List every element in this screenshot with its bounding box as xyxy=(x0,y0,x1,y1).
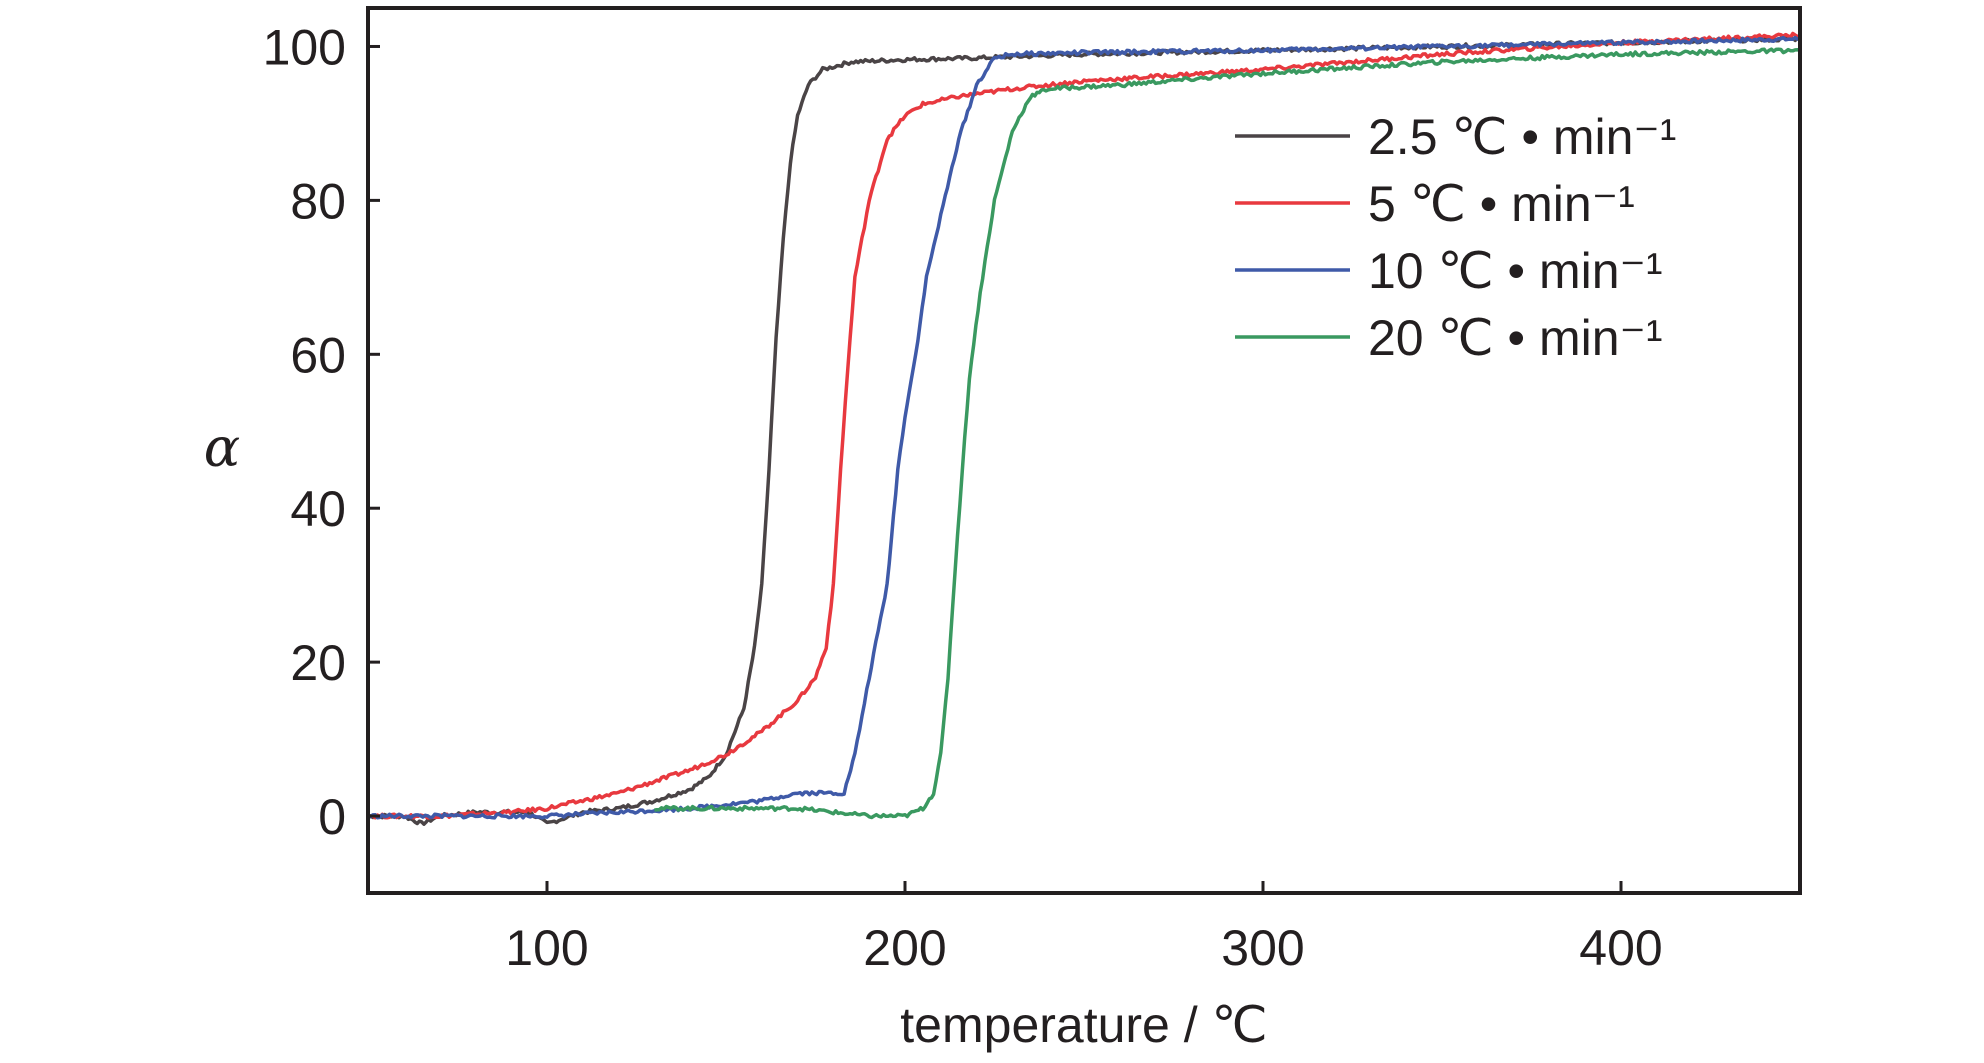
y-tick-label: 0 xyxy=(318,789,346,845)
y-tick-label: 100 xyxy=(263,19,346,75)
plot-frame xyxy=(366,6,1802,895)
legend-label: 10 ℃ • min⁻¹ xyxy=(1368,243,1663,299)
y-tick-label: 80 xyxy=(290,173,346,229)
series-layer xyxy=(367,31,1802,826)
y-tick-label: 40 xyxy=(290,481,346,537)
series-line xyxy=(367,31,1802,820)
legend-label: 5 ℃ • min⁻¹ xyxy=(1368,176,1635,232)
series-line xyxy=(367,35,1801,820)
y-axis-label: α xyxy=(204,416,240,479)
x-tick-label: 200 xyxy=(863,920,946,976)
series-line xyxy=(654,47,1801,820)
x-tick-label: 300 xyxy=(1221,920,1304,976)
legend: 2.5 ℃ • min⁻¹ 5 ℃ • min⁻¹ 10 ℃ • min⁻¹ 20 ℃… xyxy=(1235,109,1676,366)
x-ticks: 100 200 300 400 xyxy=(505,881,1663,976)
x-tick-label: 400 xyxy=(1579,920,1662,976)
legend-label: 2.5 ℃ • min⁻¹ xyxy=(1368,109,1676,165)
y-ticks: 0 20 40 60 80 100 xyxy=(263,19,380,845)
y-tick-label: 20 xyxy=(290,635,346,691)
legend-label: 20 ℃ • min⁻¹ xyxy=(1368,310,1663,366)
x-axis-label: temperature / ℃ xyxy=(900,997,1267,1053)
y-tick-label: 60 xyxy=(290,327,346,383)
x-tick-label: 100 xyxy=(505,920,588,976)
plot-area: 100 200 300 400 0 20 40 60 80 100 xyxy=(263,6,1802,976)
